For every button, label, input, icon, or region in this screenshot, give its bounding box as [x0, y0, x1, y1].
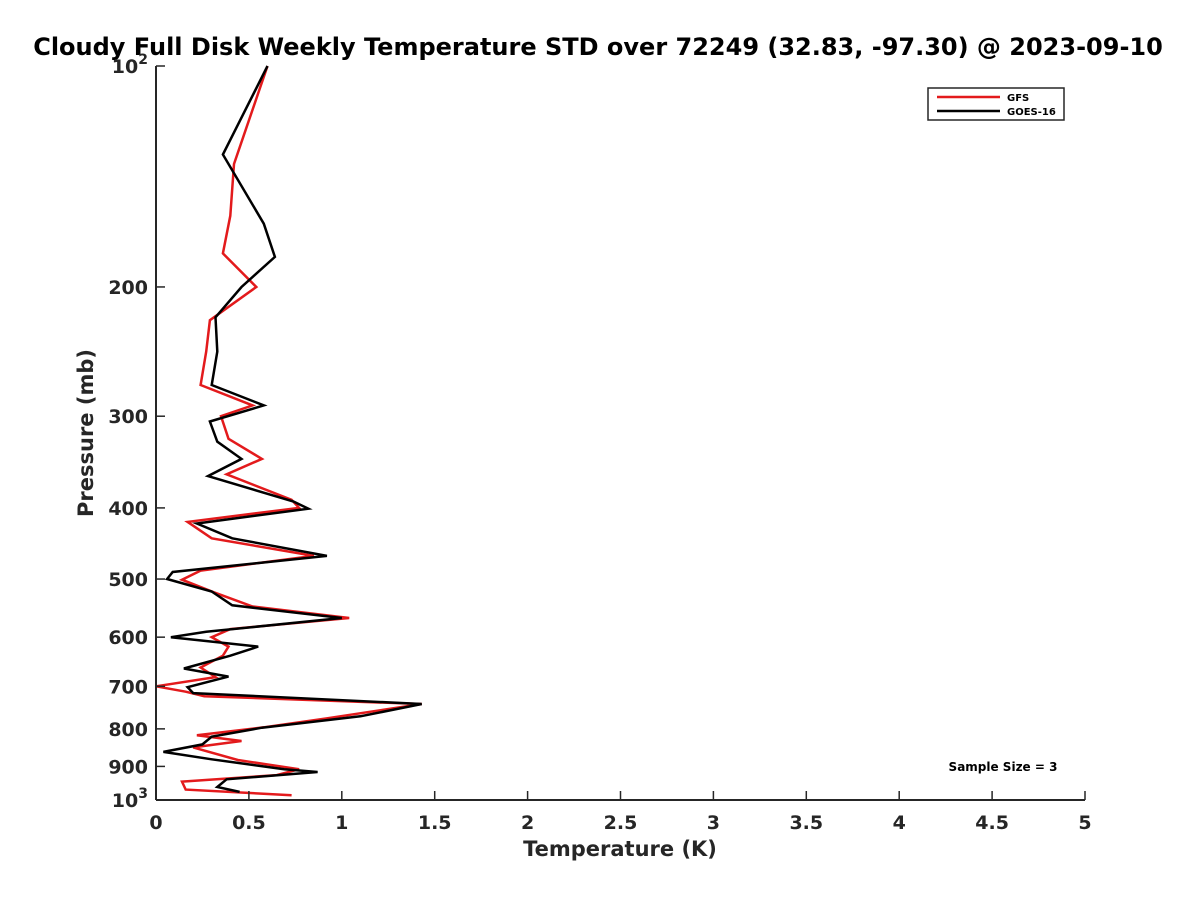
- x-tick-label: 0: [149, 812, 162, 834]
- y-tick-label: 900: [108, 756, 148, 778]
- y-tick-label: 102: [112, 52, 148, 78]
- x-tick-label: 3.5: [789, 812, 823, 834]
- y-tick-label: 200: [108, 277, 148, 299]
- y-tick-label: 700: [108, 676, 148, 698]
- x-tick-label: 5: [1078, 812, 1091, 834]
- x-axis-label: Temperature (K): [523, 837, 717, 861]
- x-axis-ticks: 0 0.5 1 1.5 2 2.5 3 3.5 4 4.5 5: [149, 791, 1092, 834]
- chart-title: Cloudy Full Disk Weekly Temperature STD …: [33, 33, 1163, 61]
- y-tick-label: 600: [108, 627, 148, 649]
- x-tick-label: 3: [707, 812, 720, 834]
- x-tick-label: 1.5: [418, 812, 452, 834]
- series-lines: [155, 65, 422, 797]
- y-axis-ticks: 102 200 300 400 500 600 700 800 900 103: [108, 52, 165, 812]
- y-tick-label: 103: [112, 786, 148, 812]
- x-tick-label: 2.5: [604, 812, 638, 834]
- y-tick-label: 800: [108, 719, 148, 741]
- plot-area: [156, 66, 1085, 800]
- y-tick-label: 300: [108, 406, 148, 428]
- x-tick-label: 4.5: [975, 812, 1009, 834]
- sample-size-annotation: Sample Size = 3: [949, 760, 1058, 774]
- x-tick-label: 0.5: [232, 812, 266, 834]
- legend-label-gfs: GFS: [1007, 93, 1029, 104]
- legend-box: [927, 87, 1065, 121]
- x-tick-label: 2: [521, 812, 534, 834]
- x-tick-label: 4: [893, 812, 906, 834]
- series-line-goes-16: [163, 65, 422, 794]
- y-tick-label: 400: [108, 498, 148, 520]
- y-tick-label: 500: [108, 569, 148, 591]
- y-axis-label: Pressure (mb): [74, 349, 98, 517]
- legend: GFS GOES-16: [927, 87, 1065, 121]
- x-tick-label: 1: [335, 812, 348, 834]
- legend-label-goes16: GOES-16: [1007, 107, 1056, 118]
